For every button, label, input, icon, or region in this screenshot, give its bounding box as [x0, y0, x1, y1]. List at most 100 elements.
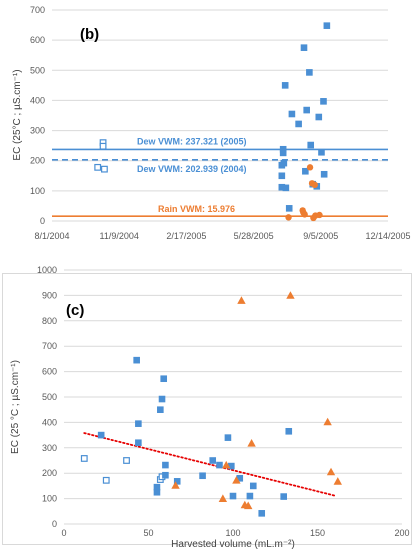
chart-c-x-tick: 200	[394, 528, 409, 538]
chart-b-y-tick: 400	[30, 95, 45, 105]
chart-c-point	[222, 460, 231, 469]
chart-b-point	[311, 181, 318, 189]
chart-b-y-tick: 0	[40, 216, 45, 226]
chart-b-point	[318, 148, 325, 156]
chart-b-x-tick: 11/9/2004	[100, 231, 139, 241]
chart-b-x-tick-labels: 8/1/2004 11/9/2004 2/17/2005 5/28/2005 9/5/2…	[34, 231, 410, 241]
chart-b-point	[306, 164, 314, 171]
chart-c-point	[102, 476, 110, 484]
chart-b-point	[288, 110, 296, 118]
chart-b-x-tick: 8/1/2004	[34, 231, 69, 241]
chart-c-point	[326, 467, 336, 476]
chart-c-point	[158, 395, 166, 403]
chart-b-point	[310, 214, 317, 222]
chart-c-point	[133, 356, 140, 364]
chart-b-y-tick: 700	[30, 5, 45, 15]
chart-c-point	[247, 439, 256, 447]
chart-c-point	[80, 455, 88, 462]
chart-b-point	[279, 149, 287, 157]
chart-b-point	[101, 165, 108, 173]
chart-b-reference-lines: Dew VWM: 237.321 (2005) Dew VWM: 202.939 …	[52, 136, 388, 217]
chart-b-y-tick: 300	[30, 126, 45, 136]
chart-c-point	[135, 420, 142, 427]
chart-c-point	[171, 481, 180, 489]
chart-c-y-tick-labels: 0 100 200 300 400 500 600 700 800 900 1000	[37, 265, 57, 529]
chart-b-point	[300, 44, 308, 51]
chart-b-y-tick: 500	[30, 65, 45, 75]
chart-c-point	[232, 476, 241, 484]
chart-c-y-tick: 700	[42, 341, 57, 351]
chart-c-x-tick: 150	[310, 528, 325, 538]
chart-c-point	[173, 478, 181, 485]
chart-c-point	[153, 488, 161, 496]
chart-c-point	[333, 477, 342, 485]
chart-b-y-tick: 600	[30, 35, 45, 45]
chart-c-point	[249, 482, 257, 490]
chart-c-point	[229, 492, 237, 500]
chart-c-frame	[2, 273, 412, 545]
chart-b-point	[285, 214, 292, 221]
chart-c-y-tick: 100	[42, 494, 57, 504]
chart-c-y-tick: 800	[42, 316, 57, 326]
chart-c-point	[123, 457, 130, 464]
chart-b-reference-label: Dew VWM: 202.939 (2004)	[137, 164, 247, 174]
chart-b-x-tick: 5/28/2005	[234, 231, 274, 241]
chart-c-point	[162, 471, 169, 479]
chart-b-point	[302, 167, 309, 175]
chart-c-trendline	[83, 432, 336, 497]
chart-c-trendline-path	[83, 432, 336, 497]
chart-c-x-tick: 100	[225, 528, 240, 538]
chart-b-point	[303, 106, 310, 114]
chart-b-point	[323, 22, 331, 29]
chart-b-x-tick: 12/14/2005	[365, 231, 410, 241]
chart-b-reference-label: Dew VWM: 237.321 (2005)	[137, 136, 247, 146]
chart-b-point	[307, 141, 315, 149]
chart-c-x-axis-label: Harvested volume (mL.m⁻²)	[171, 539, 295, 550]
chart-c-panel-label: (c)	[66, 302, 84, 319]
chart-c-point	[285, 427, 293, 435]
chart-c-y-tick: 0	[52, 519, 57, 529]
chart-c-y-tick: 400	[42, 417, 57, 427]
chart-c-y-tick: 900	[42, 290, 57, 300]
chart-b-reference-label: Rain VWM: 15.976	[158, 204, 235, 214]
chart-c-point	[323, 417, 332, 426]
chart-b-point	[279, 145, 287, 153]
chart-c-x-tick: 0	[61, 528, 66, 538]
chart-b-points	[94, 22, 331, 222]
chart-panel-b: Dew VWM: 237.321 (2005) Dew VWM: 202.939 …	[12, 5, 411, 241]
chart-c-point	[135, 439, 142, 447]
chart-b-point	[94, 163, 102, 171]
chart-b-point	[278, 172, 286, 180]
chart-c-y-tick: 300	[42, 443, 57, 453]
chart-c-point	[218, 494, 228, 502]
chart-b-point	[278, 183, 286, 191]
chart-c-gridlines	[64, 269, 402, 525]
chart-c-point	[244, 501, 253, 510]
chart-b-y-tick: 200	[30, 156, 45, 166]
chart-c-y-axis-label: EC (25 °C ; µS.cm⁻¹)	[10, 360, 21, 454]
chart-b-point	[295, 120, 302, 128]
chart-c-point	[216, 461, 223, 469]
chart-b-point	[280, 159, 288, 167]
chart-c-point	[160, 375, 168, 383]
chart-b-gridlines	[52, 9, 388, 222]
chart-c-point	[153, 483, 161, 491]
chart-c-y-tick: 600	[42, 367, 57, 377]
chart-c-point	[162, 461, 169, 469]
chart-c-x-tick: 50	[143, 528, 153, 538]
chart-c-point	[199, 472, 206, 480]
chart-c-points	[80, 291, 342, 517]
chart-b-point	[320, 98, 327, 105]
chart-b-point	[99, 142, 107, 150]
chart-b-point	[285, 205, 293, 212]
chart-c-point	[258, 510, 266, 517]
chart-c-point	[157, 406, 164, 413]
chart-b-y-tick-labels: 0 100 200 300 400 500 600 700	[30, 5, 45, 226]
chart-b-point	[306, 69, 313, 76]
chart-c-point	[237, 296, 246, 304]
chart-c-point	[228, 462, 235, 470]
chart-c-y-tick: 200	[42, 468, 57, 478]
chart-b-point	[282, 184, 290, 192]
chart-c-y-tick: 500	[42, 392, 57, 402]
chart-b-point	[316, 211, 323, 219]
